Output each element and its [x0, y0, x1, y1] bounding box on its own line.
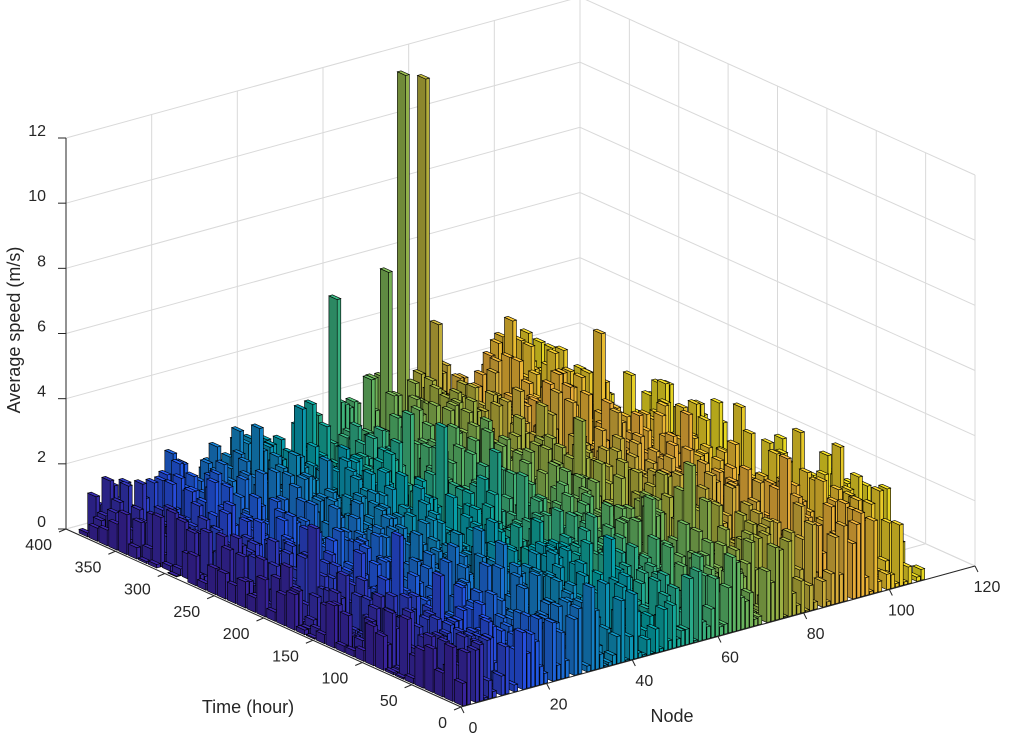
y-tick-label: 200: [223, 626, 250, 643]
x-axis-label: Node: [650, 706, 693, 726]
bar: [416, 74, 431, 445]
y-tick-mark: [355, 662, 363, 666]
z-tick-label: 6: [37, 319, 46, 336]
x-tick-label: 0: [469, 720, 478, 737]
x-tick-label: 40: [635, 673, 653, 690]
y-tick-label: 250: [173, 604, 200, 621]
z-axis-label: Average speed (m/s): [4, 247, 24, 414]
z-tick-label: 0: [37, 514, 46, 531]
bar: [582, 582, 596, 672]
bar: [374, 631, 389, 671]
y-tick-label: 300: [124, 582, 151, 599]
bar: [325, 600, 339, 649]
x-tick-mark: [888, 589, 893, 596]
y-tick-mark: [453, 706, 462, 711]
z-tick-label: 12: [28, 123, 46, 140]
y-tick-label: 400: [25, 537, 52, 554]
y-tick-mark: [305, 639, 314, 644]
y-tick-mark: [256, 617, 264, 622]
y-tick-label: 100: [322, 671, 349, 688]
z-tick-label: 8: [37, 253, 46, 270]
bar: [513, 627, 528, 690]
x-tick-mark: [546, 683, 551, 690]
y-tick-mark: [206, 595, 215, 600]
z-tick-label: 2: [37, 449, 46, 466]
x-tick-mark: [631, 659, 636, 667]
x-tick-mark: [974, 565, 979, 573]
x-tick-mark: [717, 636, 722, 643]
x-tick-label: 120: [974, 579, 1001, 596]
grid-line: [65, 126, 976, 306]
grid-line: [65, 0, 976, 176]
x-tick-mark: [803, 612, 808, 620]
z-tick-label: 4: [37, 384, 46, 401]
bar: [757, 566, 772, 623]
y-tick-mark: [108, 550, 116, 555]
y-tick-label: 350: [75, 559, 102, 576]
x-tick-label: 100: [888, 603, 915, 620]
x-tick-label: 20: [550, 697, 568, 714]
x-tick-label: 80: [807, 626, 825, 643]
bar: [285, 589, 300, 631]
y-tick-mark: [404, 684, 412, 689]
y-axis-label: Time (hour): [202, 697, 294, 717]
x-tick-label: 60: [721, 650, 739, 667]
z-tick-label: 10: [28, 188, 46, 205]
bars: [78, 70, 926, 707]
y-tick-label: 50: [380, 693, 398, 710]
bar: [151, 512, 166, 568]
y-tick-label: 150: [272, 648, 299, 665]
y-tick-mark: [157, 573, 165, 577]
x-tick-mark: [460, 706, 465, 714]
y-tick-label: 0: [438, 715, 447, 732]
bar: [453, 678, 468, 707]
grid-line: [65, 61, 976, 241]
